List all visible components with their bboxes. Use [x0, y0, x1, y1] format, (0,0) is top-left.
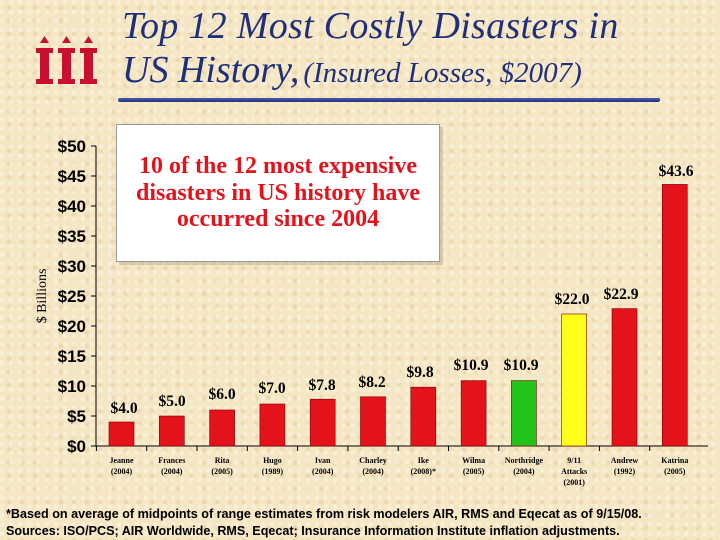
x-category-label: (2001) [564, 478, 586, 487]
bar [611, 308, 638, 447]
x-category-label: (1989) [262, 467, 284, 476]
bar [410, 386, 437, 447]
bar [309, 398, 336, 447]
x-category-label: (2004) [111, 467, 133, 476]
data-label: $10.9 [454, 357, 489, 374]
x-category-label: Attacks [561, 467, 587, 476]
data-label: $9.8 [406, 364, 433, 381]
data-label: $43.6 [659, 163, 694, 180]
x-category-label: Frances [158, 456, 185, 465]
callout-box: 10 of the 12 most expensive disasters in… [116, 124, 440, 262]
bar [159, 415, 185, 447]
bar [511, 380, 537, 447]
y-tick-label: $35 [58, 227, 86, 246]
y-tick-label: $20 [58, 317, 86, 336]
x-category-label: Rita [215, 456, 230, 465]
x-category-label: (2004) [362, 467, 384, 476]
x-category-label: 9/11 [567, 456, 581, 465]
page-subtitle: (Insured Losses, $2007) [303, 57, 582, 89]
iii-logo [36, 36, 97, 84]
footnote: *Based on average of midpoints of range … [6, 506, 718, 540]
bar [259, 403, 286, 447]
y-tick-label: $10 [58, 377, 86, 396]
bar [108, 421, 135, 447]
data-label: $4.0 [110, 400, 137, 417]
y-tick-label: $50 [58, 137, 86, 156]
bar [360, 396, 386, 447]
x-category-label: (1992) [614, 467, 636, 476]
x-category-label: (2005) [664, 467, 686, 476]
x-category-label: (2004) [161, 467, 183, 476]
bar [561, 313, 588, 447]
x-category-label: (2005) [211, 467, 233, 476]
data-label: $7.8 [308, 377, 335, 394]
x-category-label: Ike [418, 456, 430, 465]
bar [460, 380, 487, 447]
y-tick-label: $5 [67, 407, 86, 426]
footnote-line-2: Sources: ISO/PCS; AIR Worldwide, RMS, Eq… [6, 524, 620, 538]
data-label: $7.0 [258, 380, 285, 397]
x-category-label: Charley [359, 456, 387, 465]
x-category-label: (2004) [312, 467, 334, 476]
page-title-line2: US History, (Insured Losses, $2007) [122, 49, 712, 92]
x-category-label: (2005) [463, 467, 485, 476]
data-label: $10.9 [504, 357, 539, 374]
y-tick-label: $15 [58, 347, 86, 366]
footnote-line-1: *Based on average of midpoints of range … [6, 507, 642, 521]
x-category-label: Wilma [462, 456, 485, 465]
bar [661, 184, 688, 447]
title-divider [118, 98, 660, 102]
x-category-label: (2004) [513, 467, 535, 476]
y-tick-label: $45 [58, 167, 86, 186]
y-tick-label: $30 [58, 257, 86, 276]
x-category-label: (2008)* [411, 467, 436, 476]
callout-text: 10 of the 12 most expensive disasters in… [135, 152, 421, 233]
data-label: $22.0 [555, 291, 590, 308]
y-tick-label: $40 [58, 197, 86, 216]
bar [209, 409, 235, 447]
y-tick-label: $0 [67, 437, 86, 456]
y-tick-label: $25 [58, 287, 86, 306]
x-category-label: Ivan [315, 456, 331, 465]
data-label: $8.2 [358, 374, 385, 391]
data-label: $6.0 [208, 386, 235, 403]
data-label: $22.9 [604, 286, 639, 303]
x-category-label: Katrina [661, 456, 688, 465]
x-category-label: Jeanne [110, 456, 134, 465]
x-category-label: Andrew [611, 456, 639, 465]
x-category-label: Hugo [263, 456, 282, 465]
y-axis-title: $ Billions [35, 269, 50, 324]
x-category-label: Northridge [505, 456, 544, 465]
bar-chart: $0 $5 $10 $15 $20 $25 $30 $35 $40 $45 $50 $ Billion… [35, 137, 708, 487]
page-title-line1: Top 12 Most Costly Disasters in [122, 5, 619, 47]
page-title-main: US History, [122, 49, 300, 91]
data-label: $5.0 [158, 393, 185, 410]
